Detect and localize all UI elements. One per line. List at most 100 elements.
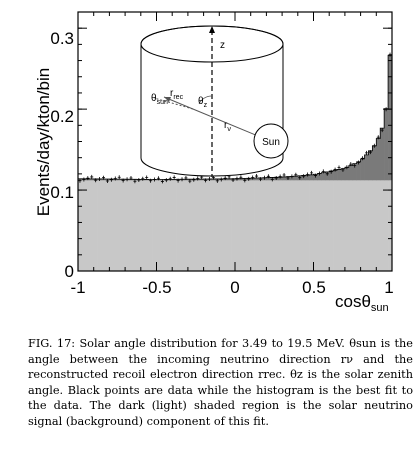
z-label: z <box>220 40 225 51</box>
data-point <box>98 176 102 181</box>
data-point <box>133 179 137 184</box>
background-bar <box>274 180 279 271</box>
background-bar <box>376 180 381 271</box>
recoil-direction-line <box>153 97 194 110</box>
background-bar <box>309 180 314 271</box>
background-bar <box>227 180 232 271</box>
background-bar <box>368 180 373 271</box>
signal-bar <box>144 179 149 181</box>
data-point <box>160 179 164 184</box>
signal-bar <box>344 167 350 181</box>
signal-bar <box>333 170 338 181</box>
background-bar <box>101 180 106 271</box>
signal-bar <box>384 108 389 181</box>
axis-ticks <box>77 11 393 272</box>
background-bar <box>337 180 342 271</box>
data-point <box>156 176 160 181</box>
data-point <box>274 175 278 180</box>
data-point <box>282 173 286 178</box>
data-point <box>270 177 274 182</box>
data-point <box>388 52 392 57</box>
data-point <box>372 143 376 148</box>
data-point <box>90 174 94 179</box>
z-arrow-head <box>209 26 215 33</box>
data-point <box>361 156 365 161</box>
data-points <box>78 52 392 184</box>
data-point <box>321 169 325 174</box>
data-point <box>223 176 227 181</box>
data-point <box>259 177 263 182</box>
data-point <box>376 135 380 140</box>
signal-bar <box>352 163 357 181</box>
background-bar <box>129 180 134 271</box>
signal-bar <box>199 179 204 181</box>
signal-bar <box>305 175 310 181</box>
data-point <box>302 174 306 179</box>
x-tick-label: 0.5 <box>302 278 326 297</box>
x-tick-label: 0 <box>230 278 239 297</box>
background-bar <box>113 180 118 271</box>
background-bar <box>121 180 126 271</box>
background-bar <box>180 180 185 271</box>
background-bar <box>231 180 236 271</box>
data-point <box>255 174 259 179</box>
chart-svg: -1 -0.5 0 0.5 1 0 0.1 0.2 0.3 Events/day… <box>34 11 394 314</box>
data-point <box>235 176 239 181</box>
background-bar <box>117 180 122 271</box>
data-point <box>368 150 372 155</box>
y-tick-label: 0 <box>65 262 74 281</box>
data-point <box>349 162 353 167</box>
background-bar <box>242 180 248 271</box>
data-point <box>117 175 121 180</box>
background-bar <box>270 180 275 271</box>
data-point <box>168 176 172 181</box>
background-bar <box>183 180 189 271</box>
signal-bar <box>238 178 244 181</box>
background-bar <box>148 180 153 271</box>
data-point <box>125 177 129 182</box>
data-point <box>188 179 192 184</box>
background-bar <box>160 180 165 271</box>
sun-circle <box>253 123 289 159</box>
caption-text: Solar angle distribution for 3.49 to 19.… <box>28 337 413 428</box>
x-axis-label: cosθsun <box>335 292 389 314</box>
background-bar <box>207 180 212 271</box>
background-bar <box>191 180 197 271</box>
signal-bar <box>364 154 369 181</box>
background-bar <box>297 180 303 271</box>
x-tick-label: -0.5 <box>142 278 171 297</box>
signal-bar <box>309 174 314 181</box>
data-point <box>94 178 98 183</box>
background-bar <box>325 180 330 271</box>
background-bar <box>356 180 361 271</box>
signal-bar <box>325 171 330 181</box>
signal-bar <box>376 138 381 181</box>
background-bar <box>156 180 161 271</box>
background-bar <box>282 180 287 271</box>
signal-bar <box>388 55 393 181</box>
background-bar <box>321 180 326 271</box>
background-bar <box>187 180 193 271</box>
data-point <box>164 178 168 183</box>
signal-bar <box>380 128 385 181</box>
background-bar <box>317 180 322 271</box>
background-bar <box>168 180 173 271</box>
signal-bar <box>266 177 271 181</box>
background-bar <box>105 180 110 271</box>
data-point <box>145 175 149 180</box>
signal-bar <box>89 178 94 181</box>
caption-label: FIG. 17: <box>28 337 76 350</box>
background-bar <box>254 180 259 271</box>
background-bar <box>132 180 138 271</box>
y-axis-label: Events/day/kton/bin <box>34 68 53 216</box>
data-point <box>184 175 188 180</box>
data-point <box>231 178 235 183</box>
neutrino-arrow-head <box>164 97 171 102</box>
signal-bar <box>372 145 377 181</box>
background-bar <box>246 180 251 271</box>
x-axis-label-main: cosθ <box>335 292 371 311</box>
data-point <box>180 177 184 182</box>
data-point <box>137 178 141 183</box>
data-point <box>192 177 196 182</box>
background-bar <box>199 180 204 271</box>
